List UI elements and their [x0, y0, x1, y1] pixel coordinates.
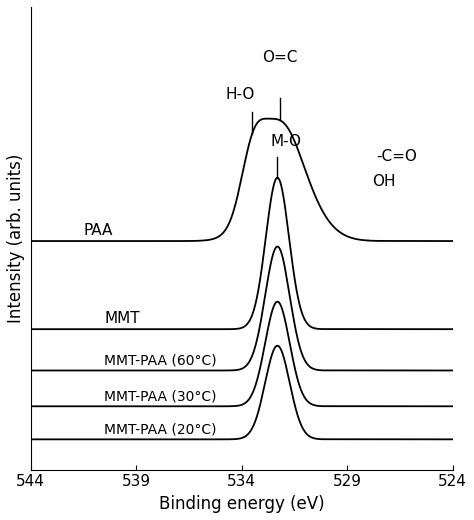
X-axis label: Binding energy (eV): Binding energy (eV)	[159, 495, 324, 513]
Text: PAA: PAA	[83, 223, 113, 238]
Text: MMT-PAA (20°C): MMT-PAA (20°C)	[104, 423, 217, 437]
Text: M-O: M-O	[270, 134, 301, 149]
Text: H-O: H-O	[226, 87, 255, 102]
Y-axis label: Intensity (arb. units): Intensity (arb. units)	[7, 153, 25, 323]
Text: MMT: MMT	[104, 311, 140, 327]
Text: OH: OH	[373, 174, 396, 189]
Text: -C=O: -C=O	[377, 149, 418, 164]
Text: MMT-PAA (60°C): MMT-PAA (60°C)	[104, 354, 217, 368]
Text: O=C: O=C	[262, 50, 297, 65]
Text: MMT-PAA (30°C): MMT-PAA (30°C)	[104, 389, 217, 404]
